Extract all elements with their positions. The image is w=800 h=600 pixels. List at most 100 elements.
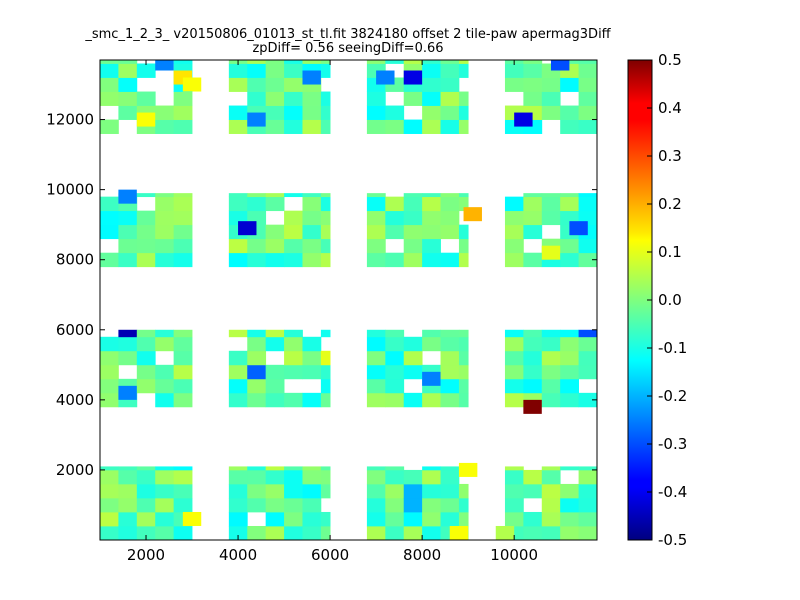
heatmap-cell	[265, 252, 285, 268]
heatmap-cell	[136, 511, 156, 527]
heatmap-cell	[284, 252, 303, 268]
heatmap-cell	[560, 252, 579, 268]
heatmap-cell	[173, 483, 193, 499]
heatmap-cell	[523, 77, 543, 92]
heatmap-cell	[284, 469, 303, 485]
heatmap-cell	[136, 469, 156, 485]
heatmap-cell	[100, 252, 119, 268]
heatmap-cell	[385, 469, 405, 485]
heatmap-cell	[458, 224, 469, 240]
heatmap-cell	[265, 378, 285, 394]
heatmap-cell	[284, 119, 303, 134]
heatmap-cell	[136, 483, 156, 499]
heatmap-cell	[100, 525, 119, 540]
heatmap-cell	[265, 329, 285, 338]
heatmap-cell	[560, 60, 579, 64]
heatmap-cell	[173, 497, 193, 513]
heatmap-cell	[523, 224, 543, 240]
heatmap-cell	[284, 329, 303, 338]
heatmap-cell	[541, 497, 561, 513]
x-tick-label: 4000	[219, 546, 257, 564]
heatmap-cell	[403, 497, 423, 513]
heatmap-cell	[440, 196, 460, 212]
heatmap-cell	[385, 466, 405, 471]
heatmap-cell	[228, 466, 248, 471]
heatmap-cells	[100, 60, 597, 540]
heatmap-cell	[578, 511, 597, 527]
heatmap-cell	[541, 511, 561, 527]
heatmap-cell	[228, 511, 248, 527]
heatmap-cell	[118, 466, 138, 471]
heatmap-cell	[228, 193, 248, 198]
heatmap-cell	[100, 511, 119, 527]
heatmap-cell	[458, 462, 478, 477]
heatmap-cell	[320, 511, 331, 527]
heatmap-cell	[504, 63, 524, 78]
heatmap-cell	[247, 525, 267, 540]
heatmap-cell	[155, 466, 175, 471]
heatmap-cell	[523, 525, 543, 540]
heatmap-cell	[265, 392, 285, 408]
heatmap-cell	[265, 466, 285, 471]
heatmap-cell	[541, 350, 561, 366]
heatmap-cell	[422, 371, 441, 386]
heatmap-cell	[247, 350, 267, 366]
heatmap-cell	[422, 210, 441, 226]
heatmap-cell	[284, 63, 303, 78]
y-tick-label: 6000	[56, 321, 94, 339]
heatmap-cell	[458, 392, 469, 408]
heatmap-cell	[155, 196, 175, 212]
heatmap-cell	[578, 497, 597, 513]
heatmap-cell	[422, 252, 441, 268]
heatmap-cell	[366, 378, 386, 394]
heatmap-cell	[320, 60, 331, 64]
heatmap-cell	[504, 378, 524, 394]
colorbar-tick-label: -0.4	[658, 483, 687, 501]
heatmap-cell	[155, 364, 175, 380]
heatmap-cell	[422, 329, 441, 338]
heatmap-cell	[385, 364, 405, 380]
heatmap-cell	[504, 329, 524, 338]
heatmap-cell	[265, 119, 285, 134]
heatmap-cell	[422, 238, 441, 254]
heatmap-cell	[118, 252, 138, 268]
heatmap-cell	[118, 329, 138, 338]
heatmap-cell	[578, 238, 597, 254]
heatmap-cell	[284, 210, 303, 226]
heatmap-cell	[541, 193, 561, 198]
heatmap-cell	[578, 119, 597, 134]
heatmap-cell	[265, 193, 285, 198]
heatmap-cell	[320, 119, 331, 134]
heatmap-cell	[560, 466, 579, 471]
heatmap-cell	[578, 469, 597, 485]
heatmap-cell	[136, 252, 156, 268]
heatmap-cell	[136, 378, 156, 394]
heatmap-cell	[100, 196, 119, 212]
heatmap-cell	[523, 469, 543, 485]
heatmap-cell	[136, 112, 156, 127]
heatmap-cell	[228, 497, 248, 513]
heatmap-cell	[100, 63, 119, 78]
heatmap-cell	[228, 77, 248, 92]
heatmap-cell	[440, 392, 460, 408]
heatmap-cell	[247, 196, 267, 212]
chart-title-line-1: _smc_1_2_3_ v20150806_01013_st_tl.fit 38…	[84, 27, 611, 42]
heatmap-cell	[458, 336, 469, 352]
heatmap-cell	[320, 238, 331, 254]
heatmap-cell	[403, 193, 423, 198]
x-tick-label: 8000	[403, 546, 441, 564]
heatmap-cell	[265, 77, 285, 92]
heatmap-cell	[302, 466, 322, 471]
y-tick-label: 4000	[56, 391, 94, 409]
heatmap-cell	[173, 378, 193, 394]
heatmap-cell	[403, 196, 423, 212]
heatmap-cell	[422, 196, 441, 212]
heatmap-cell	[403, 252, 423, 268]
heatmap-cell	[560, 238, 579, 254]
heatmap-cell	[578, 105, 597, 120]
heatmap-cell	[366, 196, 386, 212]
heatmap-cell	[504, 224, 524, 240]
heatmap-cell	[385, 392, 405, 408]
heatmap-cell	[403, 210, 423, 226]
